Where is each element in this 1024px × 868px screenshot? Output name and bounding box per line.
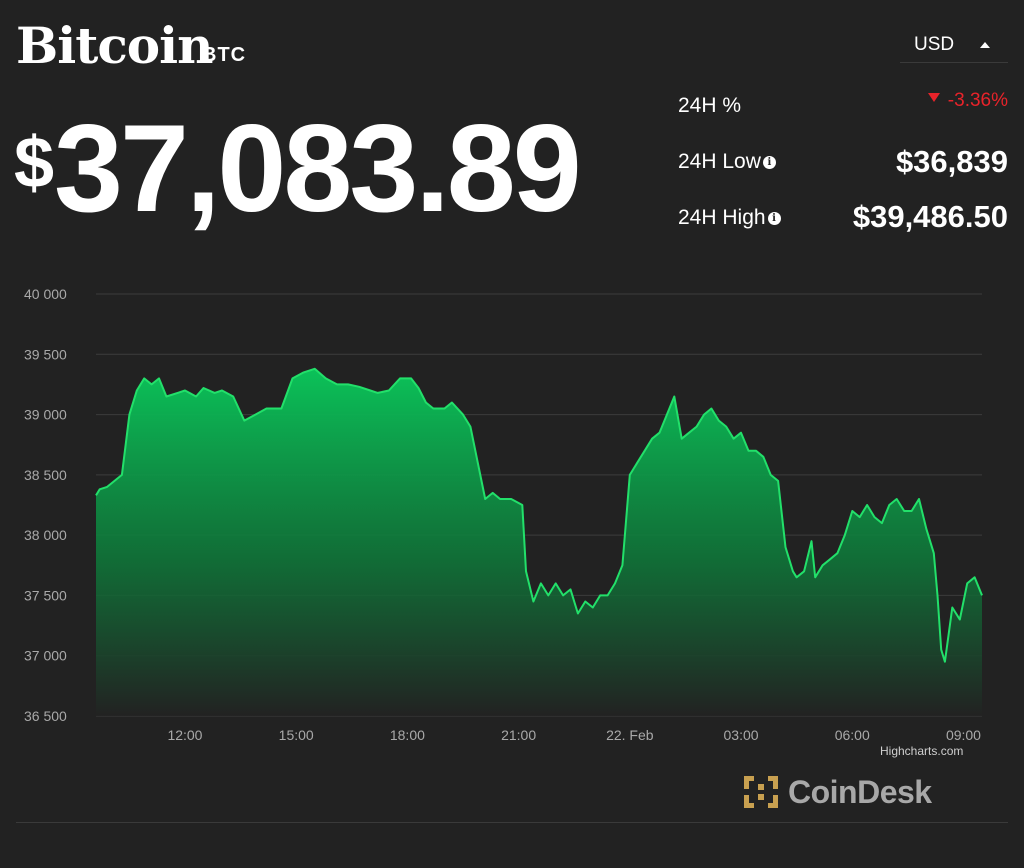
caret-up-icon [980,42,990,48]
high-label-wrap: 24H High i [678,206,781,230]
low-label-wrap: 24H Low i [678,150,776,174]
x-tick-label: 18:00 [390,727,425,743]
coin-symbol: BTC [202,44,247,66]
low-value: $36,839 [895,144,1008,179]
y-tick-label: 39 000 [24,407,67,423]
y-tick-label: 40 000 [24,286,67,302]
y-tick-label: 38 500 [24,467,67,483]
price-line [95,367,983,663]
info-icon[interactable]: i [762,156,776,169]
y-tick-label: 36 500 [24,708,67,724]
currency-select-value: USD [914,34,955,55]
footer-divider [16,822,1008,823]
brand-name: CoinDesk [788,774,932,810]
high-value: $39,486.50 [852,199,1008,234]
change-value-wrap: -3.36% [927,90,1008,112]
price-value: 37,083.89 [54,100,582,238]
y-tick-label: 37 500 [24,587,67,603]
price-area [96,368,982,716]
price-currency-symbol: $ [14,123,55,203]
triangle-down-icon [927,93,940,102]
coin-name: Bitcoin [16,16,213,75]
x-tick-label: 03:00 [724,727,759,743]
high-label: 24H High [678,206,766,229]
x-tick-label: 09:00 [946,727,981,743]
y-tick-label: 37 000 [24,648,67,664]
x-tick-label: 15:00 [279,727,314,743]
coindesk-logo-icon [744,776,778,808]
price-chart[interactable]: 36 500 37 000 37 500 38 000 38 500 39 000 39 5… [0,270,1024,750]
x-tick-label: 12:00 [167,727,202,743]
y-tick-label: 38 000 [24,527,67,543]
chart-credits[interactable]: Highcharts.com [880,744,964,758]
change-value: -3.36% [947,90,1008,111]
change-label: 24H % [678,94,742,117]
x-tick-label: 06:00 [835,727,870,743]
low-label: 24H Low [678,150,761,173]
current-price: $37,083.89 [14,98,582,240]
currency-select[interactable]: USD [900,22,1008,63]
y-tick-label: 39 500 [24,346,67,362]
info-icon[interactable]: i [767,212,781,225]
x-tick-label: 22. Feb [606,727,654,743]
x-tick-label: 21:00 [501,727,536,743]
